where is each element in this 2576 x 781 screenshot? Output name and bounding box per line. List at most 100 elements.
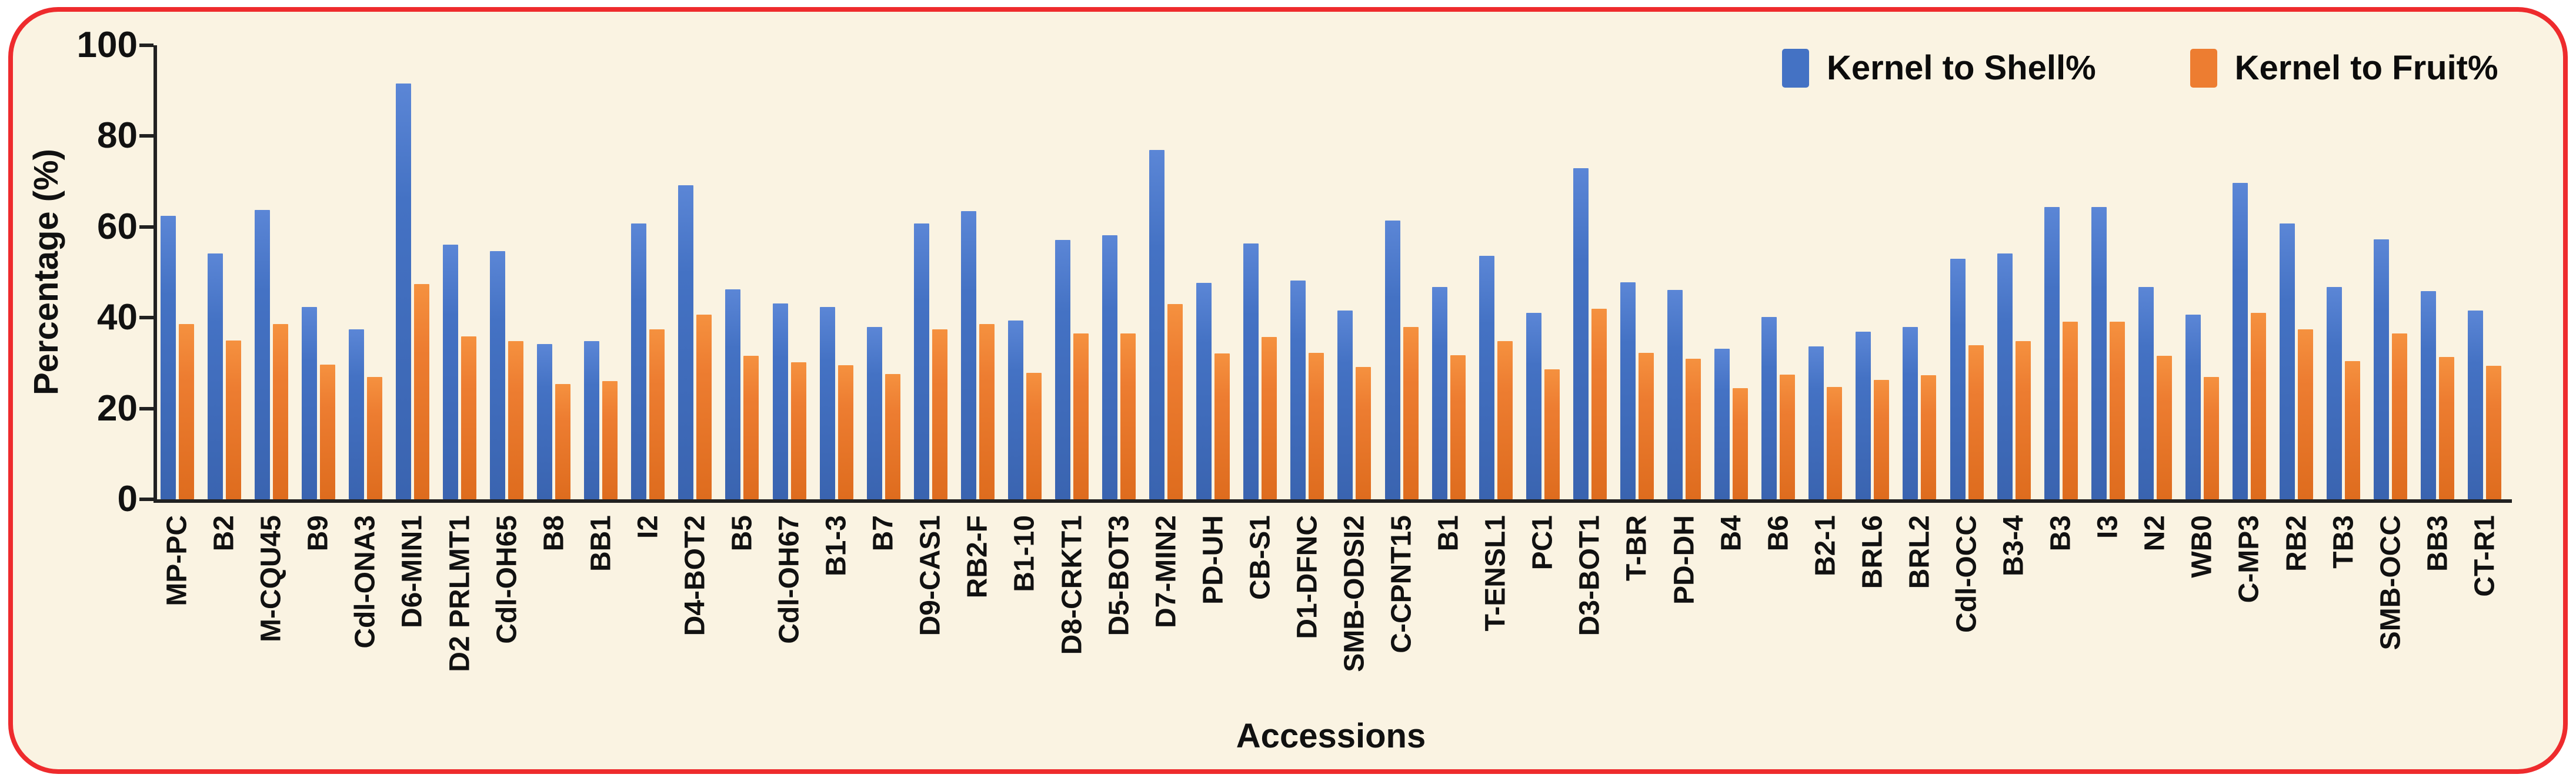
bar-group [436,45,483,499]
x-axis-category-label: B3-4 [1998,515,2030,577]
bar-kernel-to-fruit [508,341,524,499]
bar-kernel-to-shell [1432,287,1447,499]
bar-kernel-to-fruit [1026,372,1042,499]
x-label-cell: B1-3 [813,509,860,734]
x-axis-category-label: B9 [302,515,334,552]
x-label-cell: C-MP3 [2225,509,2273,734]
bar-kernel-to-fruit [2015,341,2031,499]
bar-kernel-to-fruit [1403,326,1419,499]
bar-group [1943,45,1990,499]
x-label-cell: MP-PC [154,509,201,734]
x-label-cell: I2 [625,509,672,734]
bar-group [2461,45,2508,499]
bar-group [248,45,295,499]
x-label-cell: D5-BOT3 [1096,509,1143,734]
bar-kernel-to-fruit [319,364,335,499]
bar-group [860,45,907,499]
bar-group [954,45,1001,499]
x-axis-category-label: B4 [1716,515,1747,552]
bar-kernel-to-shell [1290,280,1306,499]
y-axis-tick-label: 0 [117,479,138,519]
bar-group [154,45,201,499]
x-label-cell: D4-BOT2 [672,509,719,734]
bar-group [1519,45,1566,499]
bar-kernel-to-fruit [2486,366,2502,499]
bar-kernel-to-shell [2185,314,2201,499]
x-label-cell: D1-DFNC [1284,509,1331,734]
bar-group [2225,45,2273,499]
bar-kernel-to-fruit [461,336,476,499]
x-axis-category-label: BB1 [585,515,617,572]
bar-kernel-to-fruit [1073,333,1089,499]
x-axis-category-label: SMB-ODSI2 [1339,515,1370,672]
x-label-cell: B3 [2037,509,2084,734]
bar-kernel-to-shell [2468,310,2484,499]
bar-kernel-to-shell [395,83,411,499]
x-axis-category-label: B1-3 [820,515,852,577]
x-axis-category-label: Cdl-ONA3 [349,515,381,649]
legend: Kernel to Shell% Kernel to Fruit% [1782,48,2498,88]
x-axis-category-label: D4-BOT2 [679,515,711,636]
y-axis-tick-label: 100 [76,25,138,65]
bar-group [1378,45,1425,499]
x-axis-category-label: B6 [1763,515,1794,552]
x-axis-category-label: Cdl-OCC [1951,515,1983,633]
bar-kernel-to-shell [254,210,270,499]
bar-group [295,45,342,499]
x-label-cell: B4 [1708,509,1755,734]
y-axis-tick [139,225,154,229]
x-axis-category-label: T-BR [1621,515,1653,581]
x-axis-category-label: WB0 [2186,515,2218,578]
y-axis-tick-label: 80 [97,115,138,156]
x-axis-category-label: BRL2 [1904,515,1936,589]
x-axis-category-label: CT-R1 [2469,515,2501,597]
x-label-cell: B3-4 [1990,509,2037,734]
bar-kernel-to-fruit [2392,333,2408,499]
bar-kernel-to-shell [913,223,929,499]
x-label-cell: WB0 [2178,509,2225,734]
x-axis-category-label: B2 [208,515,240,552]
legend-item-kernel-to-shell: Kernel to Shell% [1782,48,2096,88]
bar-kernel-to-shell [866,326,882,499]
x-label-cell: B7 [860,509,907,734]
bar-group [201,45,248,499]
y-axis-tick [139,44,154,47]
x-axis-category-label: B2-1 [1810,515,1841,577]
x-label-cell: CT-R1 [2461,509,2508,734]
x-label-cell: M-CQU45 [248,509,295,734]
bar-kernel-to-shell [2280,223,2295,499]
bar-kernel-to-fruit [2109,322,2125,499]
legend-swatch-fruit [2190,48,2217,88]
bar-group [2037,45,2084,499]
y-axis-title-box: Percentage (%) [11,45,81,499]
x-label-cell: BRL2 [1896,509,1943,734]
x-label-cell: Cdl-OCC [1943,509,1990,734]
bar-kernel-to-shell [2327,287,2343,499]
bar-kernel-to-fruit [555,383,571,499]
bar-kernel-to-shell [301,307,317,499]
bar-kernel-to-shell [1337,310,1353,499]
x-axis-category-label: D2 PRLMT1 [444,515,475,672]
x-label-cell: T-ENSL1 [1472,509,1519,734]
bar-kernel-to-fruit [225,340,241,499]
bar-kernel-to-fruit [2156,356,2172,499]
x-label-cell: RB2-F [954,509,1001,734]
bar-kernel-to-fruit [2345,361,2361,499]
bar-kernel-to-shell [1149,150,1165,499]
bar-kernel-to-fruit [932,329,947,499]
bar-group [1190,45,1237,499]
bar-group [1849,45,1896,499]
bar-kernel-to-shell [2091,206,2107,499]
x-label-cell: D8-CRKT1 [1048,509,1095,734]
x-axis-category-label: B3 [2045,515,2077,552]
x-label-cell: D3-BOT1 [1566,509,1613,734]
bar-kernel-to-shell [1384,221,1400,499]
bar-group [2273,45,2320,499]
bar-kernel-to-shell [490,251,506,499]
x-axis-category-label: Cdl-OH67 [773,515,805,644]
bar-kernel-to-shell [1055,240,1071,499]
bar-group [342,45,389,499]
x-axis-category-label: D3-BOT1 [1574,515,1606,636]
x-label-cell: Cdl-ONA3 [342,509,389,734]
x-axis-category-label: SMB-OCC [2375,515,2407,650]
